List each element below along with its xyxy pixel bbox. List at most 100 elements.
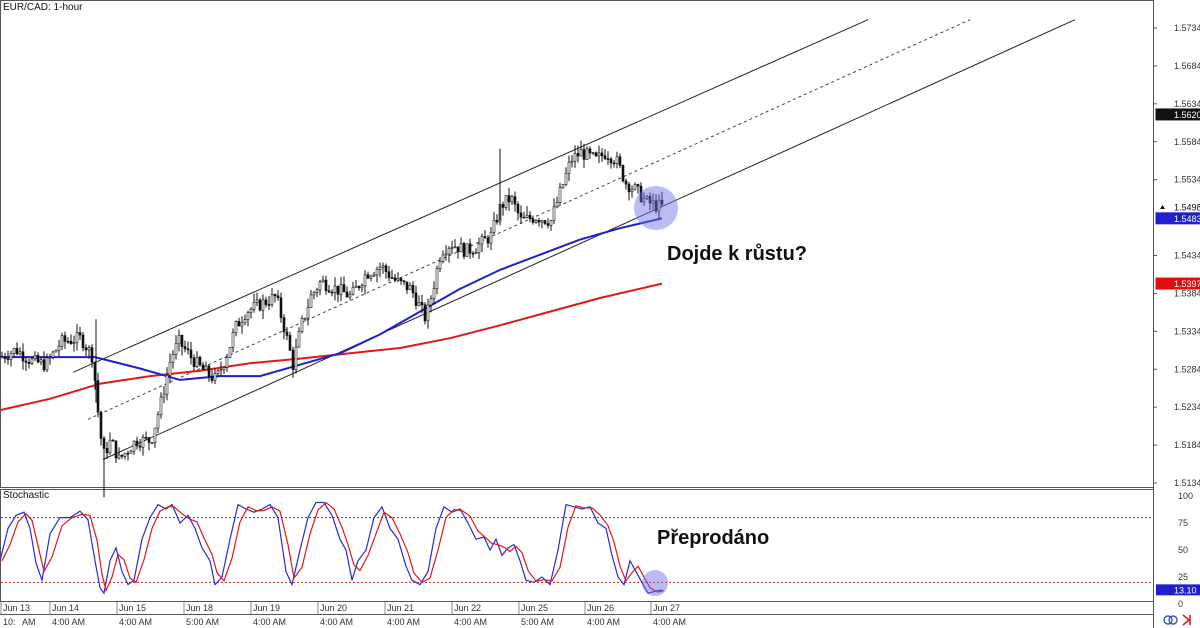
- candle: [63, 331, 67, 349]
- candle: [165, 367, 169, 401]
- candle: [252, 293, 256, 313]
- candle: [153, 427, 157, 448]
- candle: [24, 356, 28, 371]
- candle: [465, 243, 469, 257]
- y-tick-label: 1.5534: [1174, 175, 1200, 185]
- candle: [606, 151, 610, 165]
- x-date-label: Jun 14: [52, 603, 79, 613]
- candle: [375, 266, 379, 283]
- candle: [69, 334, 73, 345]
- candle: [174, 335, 178, 360]
- candle: [159, 392, 163, 419]
- svg-text:1.5498: 1.5498: [1174, 202, 1200, 212]
- x-time-label: 4:00 AM: [653, 617, 686, 627]
- arrow-icon[interactable]: [1182, 614, 1191, 626]
- candle: [354, 279, 358, 288]
- x-date-label: Jun 25: [521, 603, 548, 613]
- y-tick-label: 1.5284: [1174, 364, 1200, 374]
- candle: [432, 281, 436, 304]
- stochastic-y-tick-label: 0: [1178, 599, 1183, 609]
- x-date-label: Jun 13: [3, 603, 30, 613]
- candle: [357, 285, 361, 291]
- candle: [636, 183, 640, 194]
- candle: [345, 286, 349, 298]
- candle: [6, 350, 10, 365]
- candle: [450, 240, 454, 255]
- candle: [516, 201, 520, 221]
- x-time-label: 10:: [3, 617, 16, 627]
- candle: [543, 219, 547, 225]
- candle: [123, 452, 127, 460]
- candle: [471, 250, 475, 258]
- candle: [426, 298, 430, 329]
- candle: [564, 167, 568, 187]
- candle: [117, 447, 121, 460]
- x-date-label: Jun 19: [253, 603, 280, 613]
- candle: [660, 191, 664, 207]
- candle: [276, 290, 280, 301]
- candle: [27, 358, 31, 369]
- candle: [120, 454, 124, 459]
- candle: [579, 140, 583, 157]
- candle: [315, 287, 319, 298]
- candle: [213, 368, 217, 385]
- candle: [231, 328, 235, 353]
- candle: [651, 193, 655, 210]
- candle: [306, 298, 310, 326]
- candle: [81, 332, 85, 352]
- candle: [582, 143, 586, 169]
- candle: [210, 369, 214, 384]
- candle: [51, 350, 55, 360]
- candle: [324, 275, 328, 295]
- candle: [237, 317, 241, 327]
- candle: [105, 441, 109, 460]
- candle: [78, 326, 82, 341]
- link-icon[interactable]: [1163, 615, 1178, 625]
- x-date-label: Jun 22: [454, 603, 481, 613]
- candle: [501, 201, 505, 216]
- highlight-circle-price: [634, 186, 678, 230]
- stochastic-layer: [0, 501, 1153, 595]
- x-time-label: 4:00 AM: [387, 617, 420, 627]
- y-tick-label: 1.5384: [1174, 288, 1200, 298]
- candle: [462, 241, 466, 260]
- candle: [3, 352, 7, 364]
- candle: [528, 211, 532, 223]
- candle: [405, 281, 409, 294]
- x-time-label: 4:00 AM: [587, 617, 620, 627]
- candle: [141, 434, 145, 456]
- candle: [201, 362, 205, 370]
- candle: [486, 235, 490, 248]
- candle: [225, 353, 229, 372]
- candle: [243, 314, 247, 326]
- candle: [612, 160, 616, 168]
- candle: [267, 296, 271, 311]
- candle: [378, 262, 382, 278]
- candle: [504, 195, 508, 211]
- candle: [381, 262, 385, 274]
- candle: [162, 385, 166, 404]
- candle: [372, 271, 376, 277]
- y-tick-label: 1.5234: [1174, 402, 1200, 412]
- candle: [42, 351, 46, 373]
- candle: [45, 353, 49, 373]
- candle: [171, 349, 175, 369]
- candle: [390, 269, 394, 279]
- candle: [192, 354, 196, 371]
- candle: [600, 148, 604, 162]
- candle: [108, 432, 112, 455]
- main-panel-frame: [0, 0, 1154, 488]
- candle: [570, 155, 574, 168]
- stochastic-y-tick-label: 25: [1178, 572, 1188, 582]
- candle: [156, 411, 160, 433]
- price-tag: 1.5620: [1155, 108, 1200, 121]
- candle: [288, 331, 292, 351]
- candle: [228, 346, 232, 359]
- candle: [639, 182, 643, 203]
- candle: [558, 182, 562, 205]
- candle: [366, 271, 370, 280]
- candle: [597, 145, 601, 164]
- candle: [84, 344, 88, 357]
- candle: [522, 211, 526, 219]
